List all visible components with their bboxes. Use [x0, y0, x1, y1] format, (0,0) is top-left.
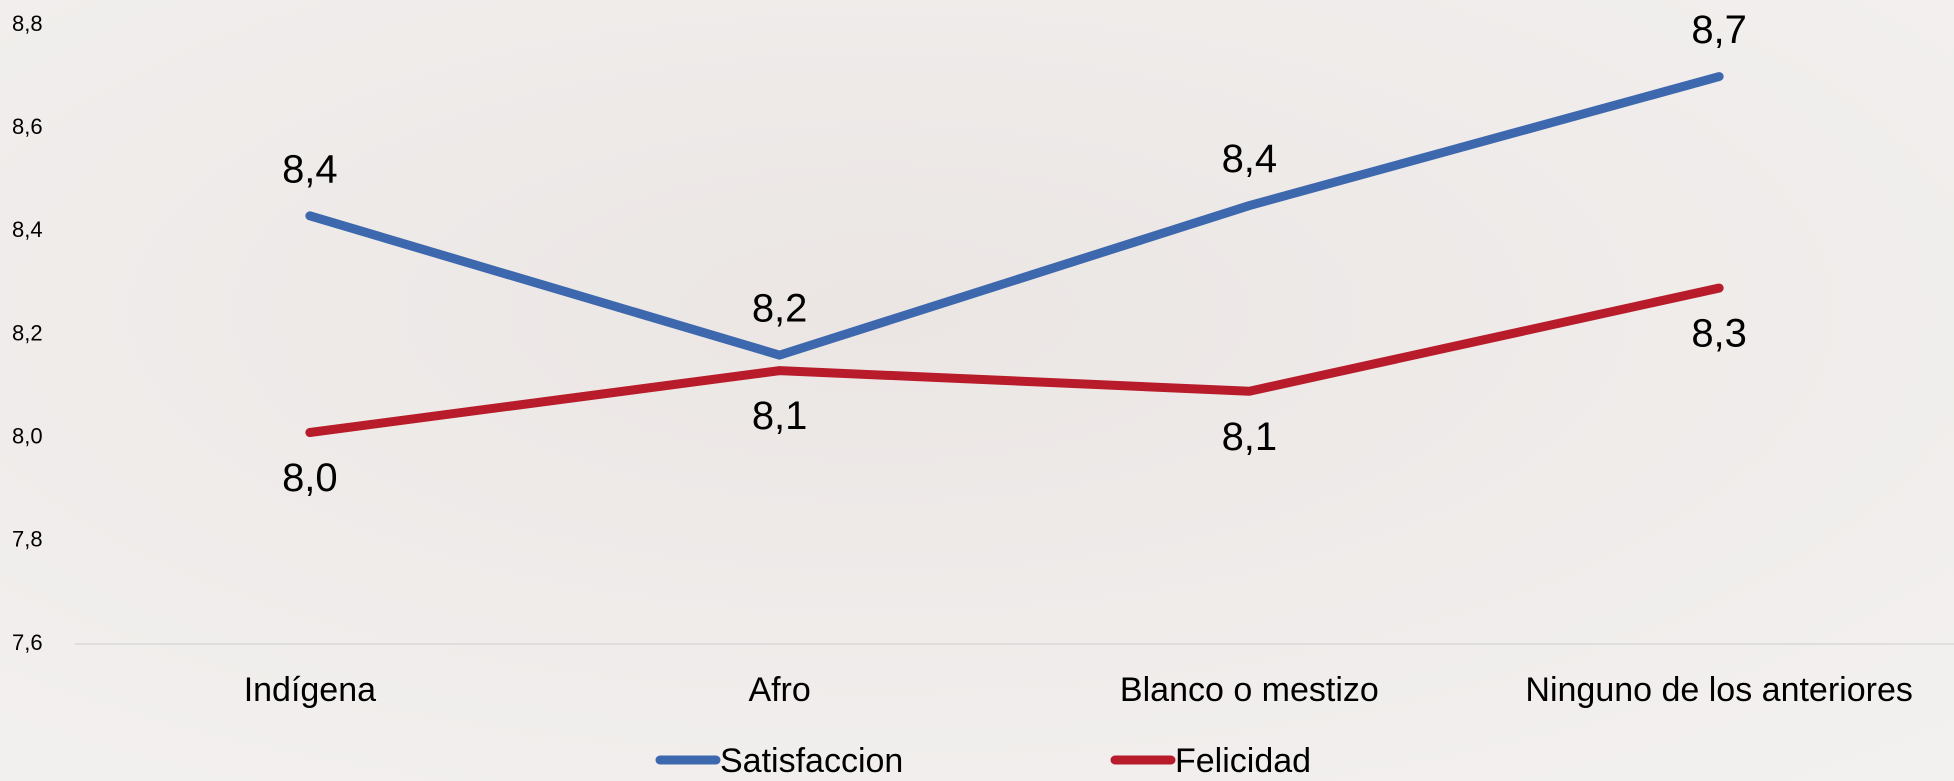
data-label: 8,4 — [1222, 137, 1278, 181]
y-tick-label: 8,0 — [12, 423, 43, 448]
data-label: 8,3 — [1691, 312, 1747, 356]
legend-label: Felicidad — [1175, 742, 1311, 780]
y-tick-label: 8,2 — [12, 320, 43, 345]
x-tick-label: Ninguno de los anteriores — [1525, 671, 1912, 709]
x-tick-label: Afro — [748, 671, 810, 709]
series-line — [305, 283, 1724, 438]
data-label: 8,1 — [752, 394, 808, 438]
data-label: 8,4 — [282, 147, 338, 191]
data-label: 8,2 — [752, 287, 808, 331]
y-tick-label: 7,8 — [12, 527, 43, 552]
y-tick-label: 8,8 — [12, 11, 43, 36]
data-label: 8,0 — [282, 456, 338, 500]
x-tick-label: Blanco o mestizo — [1120, 671, 1379, 709]
data-label: 8,7 — [1691, 8, 1747, 52]
y-tick-label: 8,4 — [12, 217, 43, 242]
series-line — [305, 72, 1724, 360]
legend-label: Satisfaccion — [720, 742, 903, 780]
data-label: 8,1 — [1222, 415, 1278, 459]
x-tick-label: Indígena — [244, 671, 376, 709]
y-tick-label: 7,6 — [12, 630, 43, 655]
y-tick-label: 8,6 — [12, 114, 43, 139]
